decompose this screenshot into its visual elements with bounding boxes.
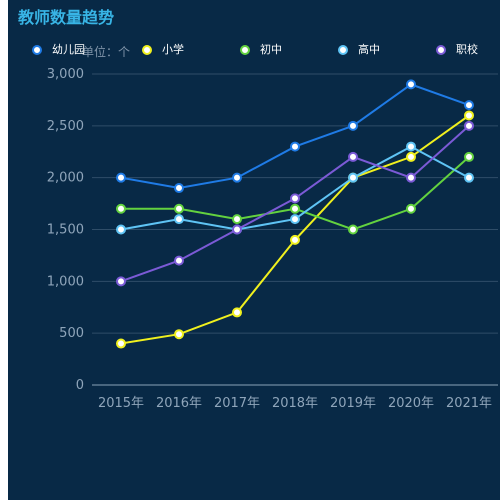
data-point: [174, 203, 184, 214]
x-tick-label: 2021年: [446, 396, 492, 411]
x-tick-label: 2017年: [214, 396, 260, 411]
data-point: [348, 151, 358, 162]
grid-lines: [92, 73, 498, 334]
series-lines: [120, 83, 470, 345]
chart-title: 教师数量趋势: [18, 8, 115, 27]
data-point: [116, 172, 126, 183]
data-point: [116, 203, 126, 214]
data-point: [464, 100, 474, 111]
data-point: [464, 151, 474, 162]
x-tick-labels: 2015年 2016年 2017年 2018年 2019年 2020年 2021年: [98, 396, 492, 411]
legend-item-kindergarten[interactable]: 幼儿园: [32, 41, 85, 59]
data-point: [290, 141, 300, 152]
data-point: [290, 203, 300, 214]
legend-item-junior-high[interactable]: 初中: [240, 41, 282, 59]
x-tick-label: 2016年: [156, 396, 202, 411]
data-point: [406, 141, 416, 152]
legend-label: 初中: [260, 43, 282, 56]
data-point: [290, 193, 300, 204]
y-tick-label: 1,000: [47, 274, 84, 289]
data-point: [174, 329, 184, 340]
data-point: [348, 120, 358, 131]
legend-label: 高中: [358, 43, 380, 56]
legend-item-vocational[interactable]: 职校: [436, 41, 478, 59]
data-point: [348, 224, 358, 235]
x-tick-label: 2019年: [330, 396, 376, 411]
chart-panel: [8, 0, 500, 500]
data-point: [406, 172, 416, 183]
data-point: [116, 224, 126, 235]
y-tick-label: 3,000: [47, 67, 84, 82]
data-point: [290, 234, 300, 245]
data-point: [290, 214, 300, 225]
data-point: [406, 79, 416, 90]
legend-marker: [240, 45, 250, 55]
legend-label: 职校: [456, 43, 478, 56]
data-point: [406, 203, 416, 214]
data-point: [464, 110, 474, 121]
data-point: [464, 172, 474, 183]
data-point: [116, 338, 126, 349]
y-tick-label: 2,000: [47, 171, 84, 186]
legend-label: 幼儿园: [52, 43, 85, 56]
data-point: [232, 172, 242, 183]
y-tick-label: 500: [59, 326, 84, 341]
legend-marker: [142, 45, 152, 55]
data-point: [232, 307, 242, 318]
legend-item-senior-high[interactable]: 高中: [338, 41, 380, 59]
y-tick-labels: 0 500 1,000 1,500 2,000 2,500 3,000: [47, 67, 84, 393]
data-point: [174, 255, 184, 266]
y-tick-label: 2,500: [47, 119, 84, 134]
legend-marker: [338, 45, 348, 55]
data-point: [232, 224, 242, 235]
data-point: [174, 183, 184, 194]
legend-item-primary-school[interactable]: 小学: [142, 41, 184, 59]
x-tick-label: 2015年: [98, 396, 144, 411]
legend-label: 小学: [162, 43, 184, 56]
legend-marker: [436, 45, 446, 55]
x-tick-label: 2020年: [388, 396, 434, 411]
data-point: [116, 276, 126, 287]
data-point: [406, 151, 416, 162]
data-point: [348, 172, 358, 183]
x-tick-label: 2018年: [272, 396, 318, 411]
data-point: [464, 120, 474, 131]
data-point: [174, 214, 184, 225]
legend-marker: [32, 45, 42, 55]
series-points: [116, 79, 474, 349]
unit-label: 单位：个: [82, 45, 131, 59]
data-point: [232, 214, 242, 225]
y-tick-label: 0: [76, 378, 84, 393]
y-tick-label: 1,500: [47, 223, 84, 238]
